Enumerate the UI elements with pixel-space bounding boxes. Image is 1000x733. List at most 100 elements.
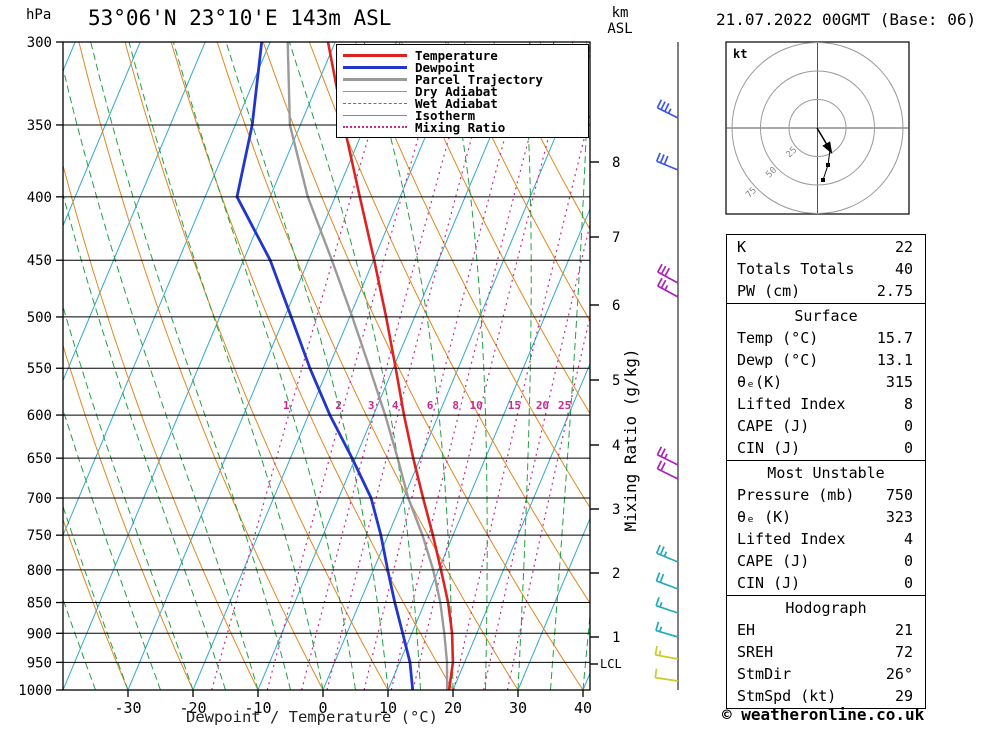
pressure-tick-label: 950 [27,655,52,671]
stats-panel: Surface Temp (°C) 15.7 Dewp (°C) 13.1 θₑ(K) 31… [726,303,926,461]
stat-row: θₑ(K) 315 [727,371,925,393]
pressure-tick-label: 900 [27,626,52,642]
pressure-tick-label: 1000 [18,683,52,699]
wet-adiabat-line [363,42,454,690]
stat-row: Dewp (°C) 13.1 [727,349,925,371]
stat-row: CIN (J) 0 [727,572,925,594]
stat-row: Lifted Index 8 [727,393,925,415]
plot-border [62,41,591,691]
isotherm-line [0,42,10,690]
wet-adiabat-line [90,42,291,690]
wind-barb [655,544,679,563]
legend-item: Wet Adiabat [343,95,582,111]
stat-value: 26° [885,665,913,683]
mixing-ratio-value-label: 8 [452,399,459,412]
pressure-tick-label: 300 [27,35,52,51]
legend-label: Temperature [415,47,498,63]
mixing-ratio-value-label: 25 [558,399,571,412]
pressure-tick-label: 800 [27,563,52,579]
mixing-ratio-line [301,42,477,690]
legend: Temperature Dewpoint Parcel Trajectory Dry … [336,44,589,138]
legend-label: Dewpoint [415,59,476,75]
stat-row: θₑ (K) 323 [727,506,925,528]
station-title: 53°06'N 23°10'E 143m ASL [88,6,392,30]
temp-tick-label: 40 [574,699,592,717]
wet-adiabat-line [63,597,96,690]
legend-line-sample [343,65,407,69]
stat-row: CAPE (J) 0 [727,415,925,437]
mixing-ratio-line [363,42,531,690]
stat-value: 40 [894,260,913,278]
pressure-tick-label: 450 [27,253,52,269]
wet-adiabat-line [63,505,129,690]
stats-panel: Most Unstable Pressure (mb) 750 θₑ (K) 323 Li… [726,460,926,596]
stat-row: Totals Totals 40 [727,258,925,280]
pressure-tick-label: 400 [27,190,52,206]
dry-adiabat-line [63,163,259,690]
stat-value: 0 [903,439,913,457]
wind-barb [656,446,679,466]
isotherm-line [517,517,590,690]
hodograph-unit-label: kt [733,47,748,61]
stat-value: 750 [885,486,913,504]
stat-value: 21 [894,621,913,639]
parcel-trajectory-curve [286,42,449,690]
dry-adiabat-line [493,42,590,231]
wet-adiabat-line [63,408,161,690]
isotherm-line [127,42,401,690]
km-tick-label: 5 [612,373,620,389]
temperature-curve [326,42,455,690]
stats-panel: K 22 Totals Totals 40 PW (cm) 2.75 [726,234,926,304]
panel-title: Surface [794,307,858,325]
wind-barb [656,460,679,480]
wind-barb [654,668,679,682]
stat-label: K [737,238,747,256]
pressure-tick-label: 600 [27,408,52,424]
stat-value: 13.1 [876,351,913,369]
isotherm-line [452,362,590,690]
stat-row: PW (cm) 2.75 [727,280,925,302]
mixing-ratio-line [453,112,590,690]
legend-line-sample [343,102,407,104]
wind-barb [654,645,679,660]
copyright: © weatheronline.co.uk [722,705,925,724]
stat-row: StmDir 26° [727,663,925,685]
legend-label: Parcel Trajectory [415,71,543,87]
stat-label: CAPE (J) [737,552,810,570]
isotherm-line [63,42,141,228]
mixing-ratio-axis-label: Mixing Ratio (g/kg) [621,348,640,531]
wind-barb [656,277,679,298]
stat-value: 4 [903,530,913,548]
isotherm-line [322,52,590,690]
stat-label: Dewp (°C) [737,351,819,369]
altitude-unit-asl: ASL [607,21,633,37]
stats-panel: Hodograph EH 21 SREH 72 StmDir 26° StmSpd (kt) 2… [726,595,926,709]
stat-label: SREH [737,643,774,661]
legend-line-sample [343,77,407,81]
hodograph-trace [816,127,833,154]
pressure-tick-label: 350 [27,118,52,134]
stat-label: StmDir [737,665,792,683]
legend-line-sample [343,53,407,57]
dry-adiabat-line [447,42,590,322]
mixing-ratio-line [326,42,499,690]
pressure-tick-label: 650 [27,451,52,467]
wet-adiabat-line [63,65,259,690]
legend-line-sample [343,126,407,128]
temp-tick-label: 10 [379,699,397,717]
legend-item: Mixing Ratio [343,120,582,135]
km-tick-label: 4 [612,438,620,454]
stat-row: StmSpd (kt) 29 [727,685,925,707]
legend-label: Wet Adiabat [415,95,498,111]
temp-tick-label: 20 [444,699,462,717]
stat-row: Lifted Index 4 [727,528,925,550]
panel-title: Most Unstable [767,464,885,482]
wet-adiabat-line [445,42,488,690]
stat-row: EH 21 [727,619,925,641]
stat-row: Pressure (mb) 750 [727,484,925,506]
stat-label: θₑ(K) [737,373,783,391]
stat-label: StmSpd (kt) [737,687,837,705]
mixing-ratio-value-label: 4 [392,399,399,412]
isotherm-line [63,42,336,690]
legend-item: Isotherm [343,108,582,123]
